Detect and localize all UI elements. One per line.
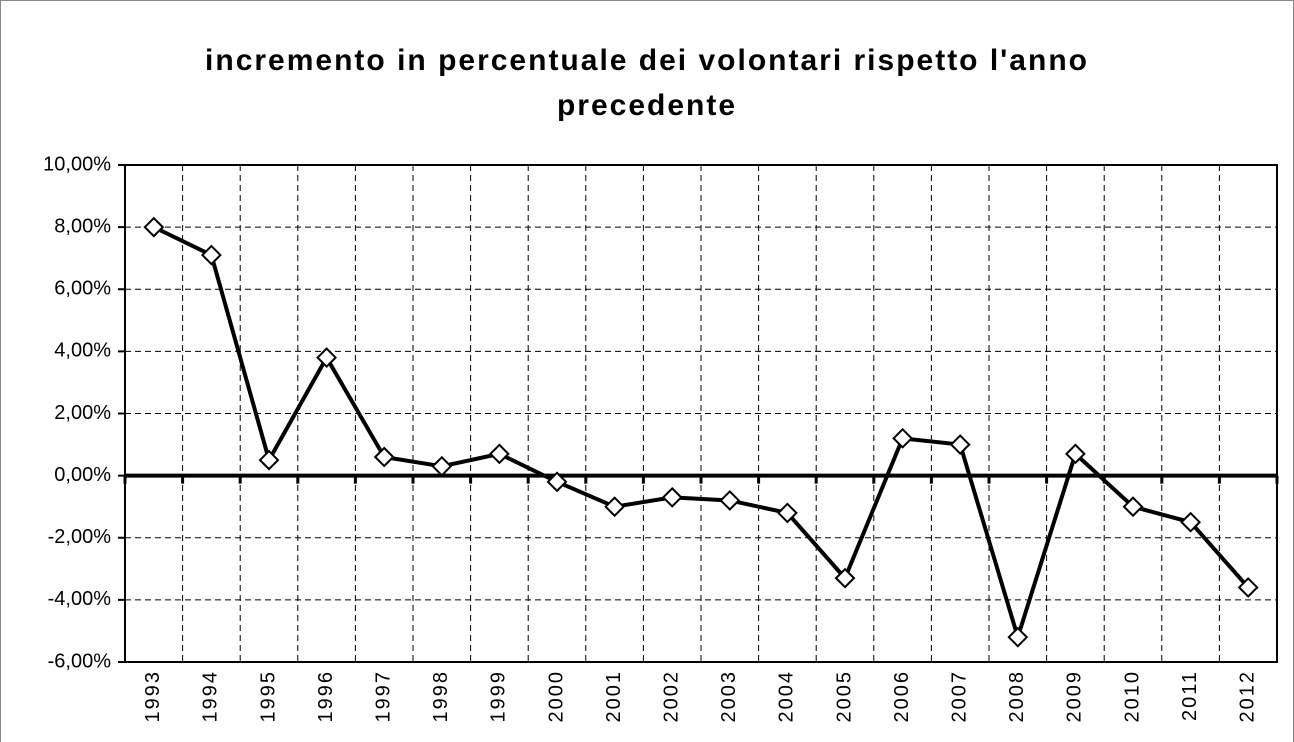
data-line [152,225,1250,640]
x-tick-label: 2006 [891,670,913,723]
marker [1122,496,1144,518]
marker [661,486,683,508]
x-tick-label: 2012 [1236,670,1258,723]
marker [546,471,568,493]
x-tick-label: 2003 [718,670,740,723]
x-tick-label: 1993 [142,670,164,723]
y-tick-label: 4,00% [54,340,111,362]
y-tick-label: 2,00% [54,402,111,424]
marker [258,449,280,471]
x-tick-label: 1995 [257,670,279,723]
marker [373,446,395,468]
x-tick-label: 2000 [545,670,567,723]
x-tick-label: 1994 [200,670,222,723]
marker [316,347,338,369]
y-tick-label: 0,00% [54,464,111,486]
marker [488,443,510,465]
x-tick-label: 2011 [1179,670,1201,721]
marker [719,490,741,511]
marker [776,502,798,524]
x-tick-label: 2009 [1064,670,1086,723]
marker [1064,443,1086,465]
x-tick-label: 2008 [1006,670,1028,723]
x-tick-label: 1996 [315,670,337,723]
y-tick-label: -4,00% [48,588,112,610]
x-tick-label: 1999 [488,670,510,723]
marker [431,455,453,477]
y-tick-label: 6,00% [54,278,111,300]
y-tick-label: 10,00% [43,153,111,175]
chart-title: incremento in percentuale dei volontari … [205,44,1089,122]
marker [200,244,222,266]
marker [892,427,914,449]
x-tick-label: 1998 [430,670,452,723]
marker [143,216,165,238]
plot-border [124,164,1278,663]
marker [834,567,856,589]
marker [1180,511,1202,533]
x-tick-label: 2010 [1121,670,1143,723]
x-tick-label: 2001 [603,670,625,723]
x-tick-label: 1997 [372,670,394,723]
y-tick-label: 8,00% [54,215,111,237]
marker [604,496,626,518]
marker [1007,626,1029,648]
marker [949,434,971,455]
x-tick-label: 2004 [776,670,798,723]
x-tick-label: 2007 [948,670,970,723]
x-tick-label: 2005 [833,670,855,723]
y-tick-label: -2,00% [48,526,112,548]
marker [1237,577,1259,598]
y-tick-label: -6,00% [48,650,112,672]
x-tick-label: 2002 [660,670,682,723]
